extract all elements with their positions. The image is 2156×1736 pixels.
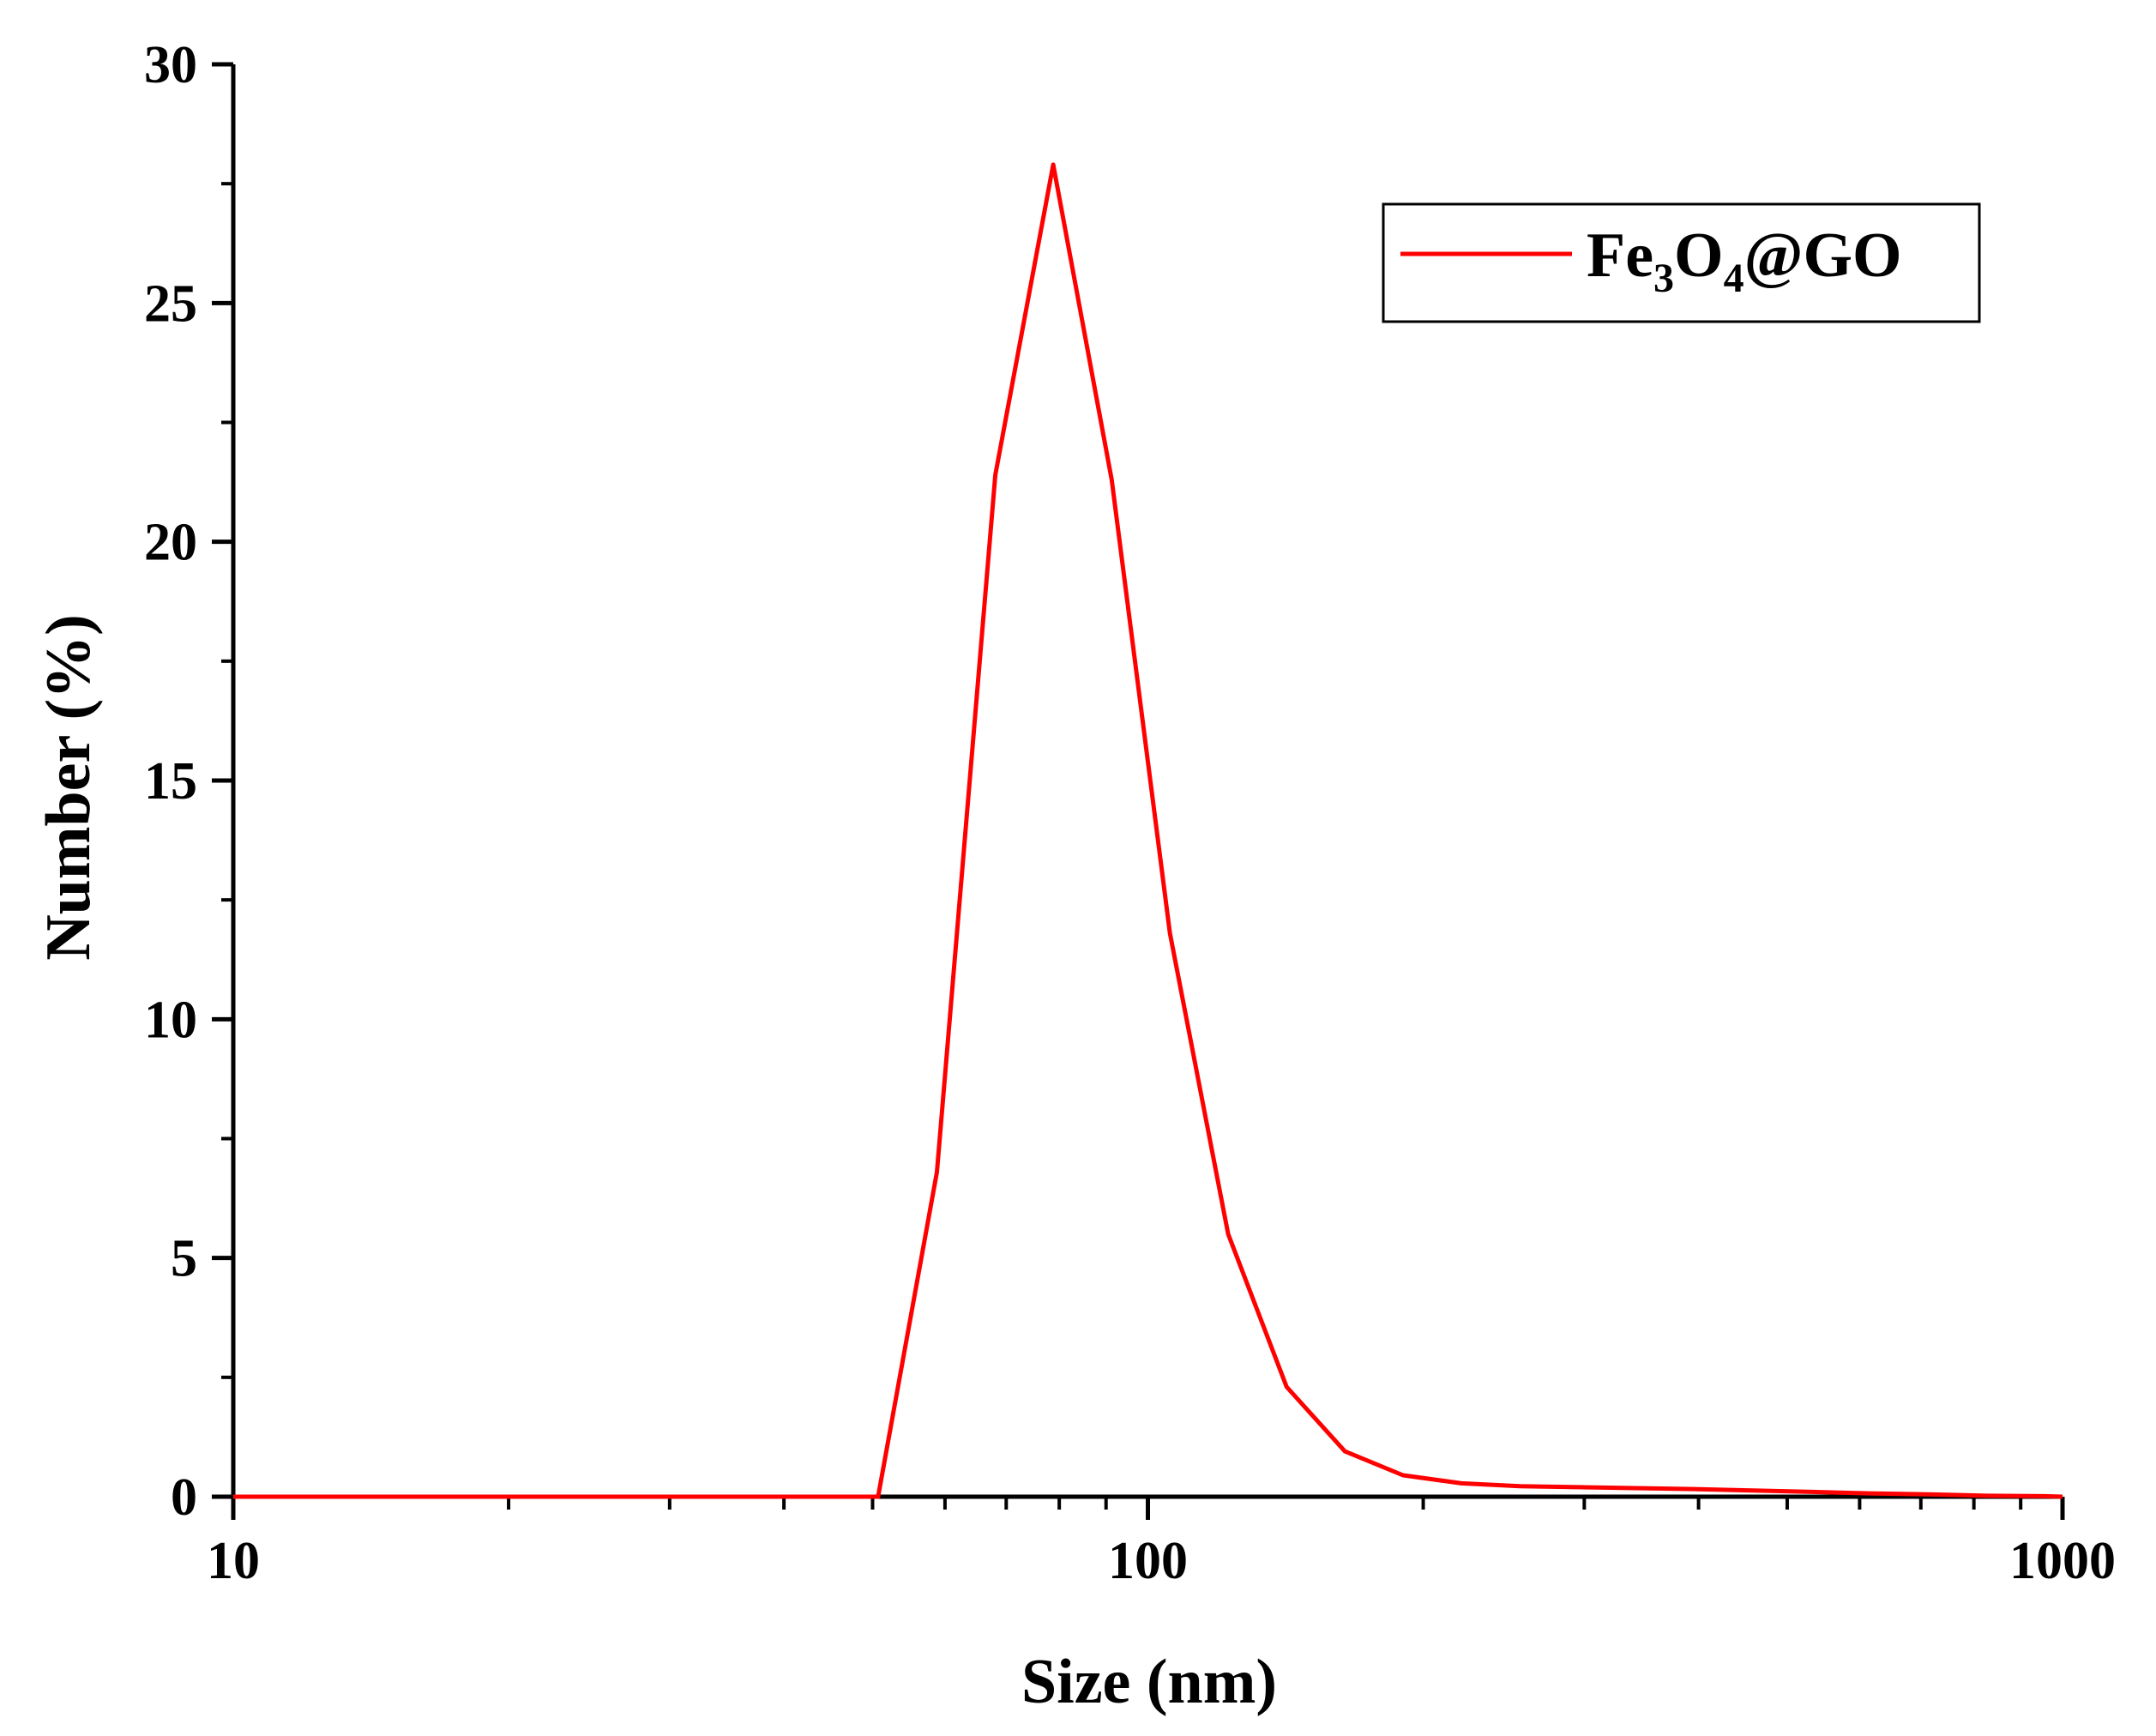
legend-label-subscript: 4	[1724, 256, 1744, 301]
legend-label-part: Fe	[1587, 220, 1653, 291]
legend-label-part: O	[1674, 220, 1724, 291]
tick-labels: 0 5 10 15 20 25 30 10 100 1000	[144, 36, 2116, 1590]
legend-label-subscript: 3	[1653, 256, 1674, 301]
y-axis-title: Number (%)	[33, 614, 104, 961]
x-tick-label: 100	[1108, 1532, 1188, 1590]
legend-label-part: @GO	[1744, 220, 1902, 291]
legend-box	[1382, 202, 1981, 323]
plot-area	[233, 162, 2063, 1499]
y-tick-label: 5	[171, 1230, 197, 1288]
x-tick-label: 1000	[2009, 1532, 2116, 1590]
y-tick-label: 15	[144, 752, 197, 811]
y-tick-label: 30	[144, 36, 197, 94]
ticks	[212, 62, 2065, 1520]
y-tick-label: 0	[171, 1468, 197, 1527]
legend-label-fe3o4-go: Fe3O4@GO	[1587, 220, 1902, 301]
x-axis-title: Size (nm)	[1021, 1647, 1277, 1717]
y-tick-label: 20	[144, 514, 197, 572]
legend: Fe3O4@GO	[1382, 202, 1981, 323]
y-tick-label: 10	[144, 991, 197, 1049]
x-tick-label: 10	[207, 1532, 260, 1590]
series-line-0	[233, 162, 2063, 1499]
y-tick-label: 25	[144, 274, 197, 333]
